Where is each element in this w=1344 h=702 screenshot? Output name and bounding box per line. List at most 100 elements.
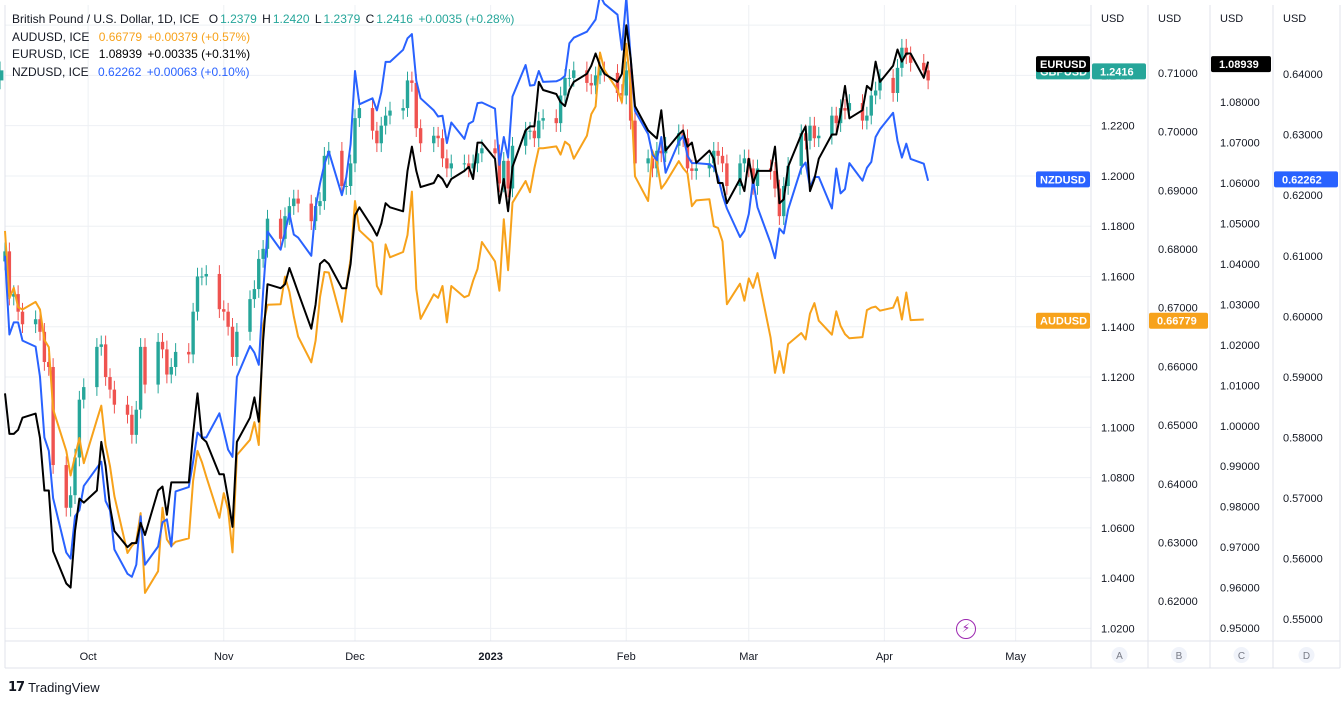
candle-body [375, 130, 379, 144]
candle-body [257, 258, 261, 290]
candle-body [353, 118, 357, 164]
axis-tick-label: 0.60000 [1283, 311, 1323, 323]
candle-body [895, 67, 900, 93]
eurusd-line [4, 24, 930, 589]
price-value-badge [1274, 171, 1338, 188]
candle-body [891, 77, 895, 93]
time-tick-label: May [1005, 651, 1026, 663]
candle-body [694, 168, 698, 171]
candle-body [471, 163, 475, 169]
lightning-icon[interactable]: ⚡ [956, 619, 976, 639]
candle-body [742, 158, 747, 164]
legend-eur-title: EURUSD, ICE [12, 47, 90, 61]
axis-tick-label: 0.69000 [1158, 185, 1198, 197]
legend-main-title: British Pound / U.S. Dollar, 1D, ICE [12, 12, 200, 26]
candle-body [572, 70, 576, 78]
legend-o-label: O [208, 12, 219, 26]
axis-tick-label: 0.97000 [1220, 542, 1260, 554]
candle-body [808, 125, 812, 141]
axis-tick-label: 0.98000 [1220, 502, 1260, 514]
candle-body [585, 70, 589, 83]
candle-body [112, 389, 117, 405]
legend-row-gbpusd[interactable]: British Pound / U.S. Dollar, 1D, ICE O 1.… [12, 11, 516, 29]
candle-body [42, 331, 47, 362]
candle-body [475, 153, 480, 164]
axis-tick-label: 0.61000 [1283, 251, 1323, 263]
candle-body [370, 108, 375, 131]
candle-body [830, 115, 834, 136]
candle-body [165, 349, 169, 375]
scale-letter: A [1116, 651, 1123, 662]
price-value-text: 1.08939 [1219, 59, 1259, 71]
axis-tick-label: 0.68000 [1158, 244, 1198, 256]
scale-letter: D [1303, 651, 1310, 662]
legend-change: +0.0035 (+0.28%) [418, 12, 515, 26]
candle-body [108, 377, 112, 390]
candle-body [436, 135, 440, 139]
time-tick-label: Feb [617, 651, 636, 663]
price-value-text: 1.2416 [1100, 66, 1134, 78]
axis-tick-label: 1.1800 [1101, 221, 1135, 233]
candle-body [847, 103, 852, 111]
axis-tick-label: 0.63000 [1158, 537, 1198, 549]
candle-body [528, 130, 532, 132]
candle-body [401, 108, 405, 111]
time-tick-label: Apr [876, 651, 893, 663]
tradingview-brand[interactable]: 𝟭𝟳 TradingView [8, 679, 100, 695]
axis-tick-label: 1.2200 [1101, 121, 1135, 133]
candle-body [344, 185, 348, 187]
candle-body [187, 351, 191, 355]
legend-row-eurusd[interactable]: EURUSD, ICE 1.08939 +0.00335 (+0.31%) [12, 46, 516, 64]
candle-body [287, 206, 292, 217]
candle-body [782, 185, 786, 217]
legend: British Pound / U.S. Dollar, 1D, ICE O 1.… [12, 11, 516, 81]
candle-body [537, 120, 541, 139]
legend-low: 1.2379 [323, 12, 361, 26]
series-label-text: NZDUSD [1040, 174, 1086, 186]
candle-body [523, 130, 528, 146]
series-label-badge [1036, 171, 1090, 188]
axis-tick-label: 1.0400 [1101, 573, 1135, 585]
candle-body [33, 319, 38, 325]
legend-row-audusd[interactable]: AUDUSD, ICE 0.66779 +0.00379 (+0.57%) [12, 29, 516, 47]
candle-body [230, 326, 235, 357]
candle-body [615, 72, 620, 93]
candle-body [707, 163, 712, 169]
legend-open: 1.2379 [220, 12, 257, 26]
axis-tick-label: 0.62000 [1158, 596, 1198, 608]
candle-body [217, 273, 222, 310]
series-label-badge [1036, 56, 1090, 73]
candle-body [296, 198, 300, 204]
candle-body [348, 163, 353, 186]
axis-tick-label: 0.64000 [1158, 479, 1198, 491]
candle-body [751, 168, 755, 186]
legend-l-label: L [314, 12, 322, 26]
candle-body [904, 47, 908, 56]
candle-body [598, 70, 602, 76]
legend-row-nzdusd[interactable]: NZDUSD, ICE 0.62262 +0.00063 (+0.10%) [12, 64, 516, 82]
candle-body [322, 155, 327, 202]
axis-tick-label: 1.1000 [1101, 422, 1135, 434]
candle-body [99, 344, 103, 347]
scale-letter: C [1238, 651, 1245, 662]
candle-body [860, 103, 865, 121]
candle-body [440, 138, 445, 159]
candle-body [38, 319, 42, 332]
nzdusd-line [4, 0, 930, 578]
candle-body [541, 118, 545, 121]
axis-tick-label: 1.0800 [1101, 473, 1135, 485]
scale-letter-bg [1233, 647, 1250, 663]
candle-body [812, 125, 817, 139]
candle-body [82, 387, 86, 400]
candle-body [20, 311, 25, 325]
candle-body [843, 108, 847, 111]
candle-body [593, 75, 598, 86]
candle-body [383, 115, 388, 126]
candle-body [532, 130, 537, 139]
candle-body [130, 414, 134, 435]
candle-body [195, 276, 200, 312]
axis-unit-label: USD [1283, 13, 1306, 25]
candle-body [318, 201, 322, 207]
